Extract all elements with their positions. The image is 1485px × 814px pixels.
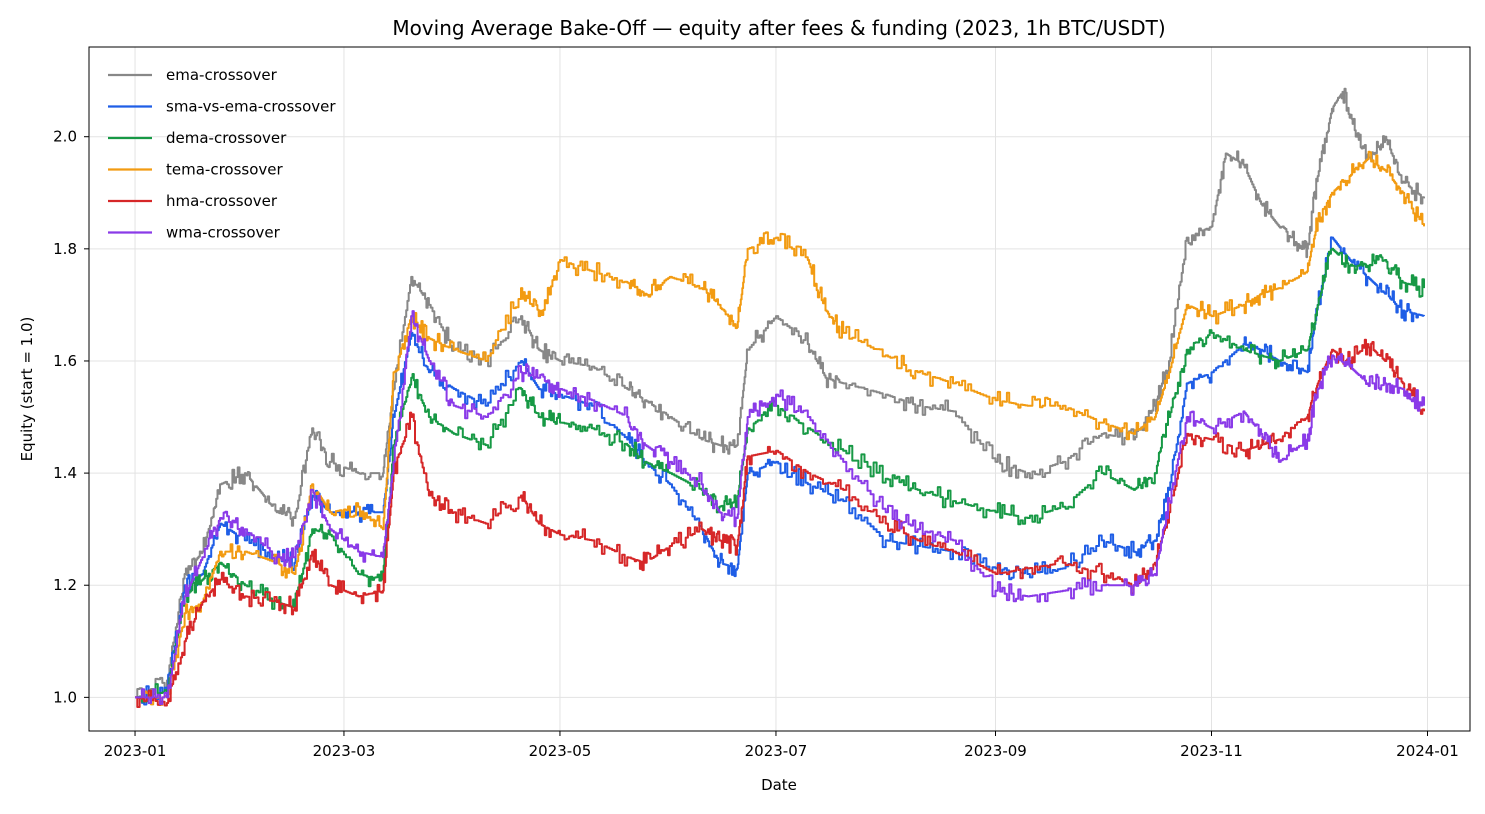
x-tick-label: 2023-03 xyxy=(313,742,376,760)
x-tick-label: 2023-07 xyxy=(745,742,808,760)
x-tick-label: 2024-01 xyxy=(1396,742,1459,760)
x-axis-label: Date xyxy=(761,776,797,794)
series-lines xyxy=(135,87,1425,708)
x-axis-ticks: 2023-01 2023-03 2023-05 2023-07 2023-09 2023-… xyxy=(104,731,1459,760)
y-tick-label: 1.2 xyxy=(53,576,77,594)
x-tick-label: 2023-09 xyxy=(964,742,1027,760)
y-tick-label: 2.0 xyxy=(53,128,77,146)
series-line-tema-crossover xyxy=(135,150,1425,706)
legend-label: sma-vs-ema-crossover xyxy=(166,98,336,116)
x-tick-label: 2023-05 xyxy=(529,742,592,760)
chart-title: Moving Average Bake-Off — equity after f… xyxy=(392,16,1165,40)
y-tick-label: 1.0 xyxy=(53,688,77,706)
plot-area-frame xyxy=(88,46,1471,732)
legend: ema-crossover sma-vs-ema-crossover dema-cr… xyxy=(108,66,336,242)
legend-label: dema-crossover xyxy=(166,129,287,147)
legend-label: wma-crossover xyxy=(166,224,281,242)
y-tick-label: 1.4 xyxy=(53,464,77,482)
x-tick-label: 2023-11 xyxy=(1180,742,1243,760)
y-axis-ticks: 1.0 1.2 1.4 1.6 1.8 2.0 xyxy=(53,128,89,706)
series-line-hma-crossover xyxy=(135,338,1425,708)
y-tick-label: 1.8 xyxy=(53,240,77,258)
legend-label: tema-crossover xyxy=(166,161,284,179)
y-axis-label: Equity (start = 1.0) xyxy=(18,317,36,462)
legend-label: hma-crossover xyxy=(166,192,278,210)
series-line-wma-crossover xyxy=(135,310,1425,706)
x-tick-label: 2023-01 xyxy=(104,742,167,760)
y-tick-label: 1.6 xyxy=(53,352,77,370)
legend-label: ema-crossover xyxy=(166,66,278,84)
series-line-ema-crossover xyxy=(135,87,1425,703)
